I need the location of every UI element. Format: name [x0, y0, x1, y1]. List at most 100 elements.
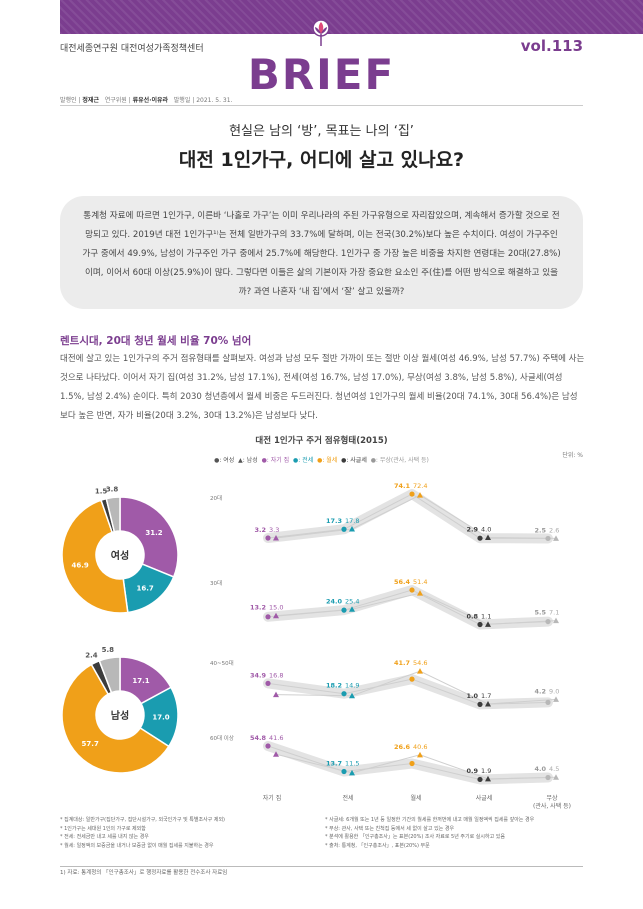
notes-left: * 집계대상: 일반가구(집단가구, 집단시설가구, 외국인가구 및 특별조사구… [60, 816, 315, 850]
legend-own: ●: 자기 집 [261, 457, 290, 464]
male-value-label: 72.4 [413, 482, 427, 490]
donut-slice [61, 663, 170, 774]
publisher: 정재근 [82, 97, 99, 104]
male-point [349, 525, 355, 532]
male-point [417, 492, 423, 498]
female-value-label: 56.4 [394, 578, 411, 586]
donut-slice [98, 656, 121, 694]
female-value-label: 34.9 [250, 671, 267, 679]
x-tick-label: (관사, 사택 등) [533, 802, 571, 810]
female-value-label: 18.2 [326, 682, 342, 690]
publisher-label: 발행인 [60, 97, 77, 104]
note: * 월세: 일정액의 보증금을 내거나 보증금 없이 매월 집세를 지불하는 경… [60, 842, 214, 849]
female-value-label: 4.2 [534, 687, 546, 695]
male-point [273, 534, 279, 541]
donut-center-label: 여성 [111, 549, 129, 562]
female-point [545, 535, 551, 542]
male-point [273, 612, 279, 619]
divider [60, 105, 583, 106]
female-point [265, 535, 271, 541]
male-point [485, 775, 491, 782]
female-point [545, 774, 551, 781]
male-value-label: 15.0 [269, 604, 283, 612]
male-value-label: 16.8 [269, 671, 283, 679]
male-value-label: 7.1 [549, 609, 559, 617]
org-name: 대전세종연구원 대전여성가족정책센터 [60, 44, 204, 54]
male-value-label: 3.3 [269, 526, 279, 534]
legend-male: ▲: 남성 [238, 457, 258, 464]
x-tick-label: 자기 집 [263, 794, 281, 802]
notes-right: * 사글세: 6개월 또는 1년 등 일정한 기간의 월세를 한꺼번에 내고 매… [325, 816, 585, 850]
legend-jeonse: ●: 전세 [293, 457, 314, 464]
chart-legend: ●: 여성 ▲: 남성 ●: 자기 집 ●: 전세 ●: 월세 ●: 사글세 ●… [0, 455, 643, 464]
note: * 출처: 통계청, 「인구총조사」, 표본(20%) 부문 [325, 842, 430, 849]
male-value-label: 2.6 [549, 526, 559, 534]
male-value-label: 1.1 [481, 612, 491, 620]
legend-free: ●: 무상(관사, 사택 등) [370, 457, 429, 464]
donut-label: 57.7 [82, 740, 99, 748]
footer-divider [60, 866, 583, 867]
male-value-label: 51.4 [413, 578, 427, 586]
footnote: 1) 자료: 통계청의 「인구총조사」로 행정자료를 활용한 전수조사 자료임 [60, 870, 228, 876]
female-point [477, 535, 483, 541]
note: * 무상: 관사, 사택 또는 친척집 등에서 세 없이 살고 있는 경우 [325, 825, 455, 832]
donut-slice [119, 496, 179, 578]
male-point [349, 692, 355, 699]
female-point [477, 776, 483, 783]
female-value-label: 0.8 [466, 612, 478, 620]
donut-center-label: 남성 [111, 709, 129, 722]
female-point [409, 760, 415, 767]
donut-label: 3.8 [106, 485, 119, 493]
male-value-label: 17.8 [345, 517, 359, 525]
female-point [545, 618, 551, 625]
male-point [417, 751, 423, 758]
x-tick-label: 무상 [546, 794, 558, 802]
male-point [553, 617, 559, 624]
female-value-label: 4.0 [534, 765, 546, 773]
female-value-label: 41.7 [394, 659, 410, 667]
x-tick-label: 월세 [410, 794, 421, 802]
male-point [553, 696, 559, 702]
legend-female: ●: 여성 [214, 457, 235, 464]
female-point [341, 691, 347, 697]
male-value-label: 9.0 [549, 687, 559, 695]
female-value-label: 2.5 [534, 526, 546, 534]
female-value-label: 1.0 [466, 692, 478, 700]
age-group-label: 40~50대 [210, 659, 234, 667]
male-point [273, 691, 279, 698]
male-value-label: 25.4 [345, 597, 359, 605]
male-point [349, 769, 355, 776]
section-body: 대전에 살고 있는 1인가구의 주거 점유형태를 살펴보자. 여성과 남성 모두… [60, 354, 585, 421]
female-value-label: 5.5 [534, 609, 546, 617]
male-point [417, 668, 423, 674]
male-point [273, 751, 279, 757]
age-group-label: 20대 [210, 494, 222, 502]
researcher-label: 연구위원 [104, 97, 127, 104]
female-value-label: 17.3 [326, 517, 342, 525]
male-value-label: 41.6 [269, 734, 283, 742]
female-value-label: 2.9 [466, 526, 478, 534]
article-title: 대전 1인가구, 어디에 살고 있나요? [178, 149, 465, 171]
donut-label: 5.8 [102, 646, 115, 654]
flower-logo-icon [312, 19, 330, 46]
female-point [341, 607, 347, 613]
age-group-label: 60대 이상 [210, 734, 234, 742]
female-value-label: 24.0 [326, 597, 343, 605]
abstract-box: 통계청 자료에 따르면 1인가구, 이른바 ‘나홀로 가구’는 이미 우리나라의… [60, 196, 583, 309]
chart-unit: 단위: % [562, 452, 583, 459]
male-value-label: 54.6 [413, 659, 427, 667]
donut-label: 1.5 [95, 488, 108, 496]
female-point [409, 587, 415, 593]
female-value-label: 26.6 [394, 743, 411, 751]
donut-label: 2.4 [85, 651, 98, 659]
female-value-label: 3.2 [254, 526, 266, 534]
male-point [349, 606, 355, 612]
male-value-label: 40.6 [413, 743, 427, 751]
male-value-label: 14.9 [345, 682, 359, 690]
male-value-label: 4.5 [549, 765, 559, 773]
female-point [477, 621, 483, 628]
male-point [485, 700, 491, 707]
age-group-label: 30대 [210, 579, 222, 587]
female-point [265, 680, 271, 686]
publish-date: 2021. 5. 31. [196, 97, 233, 104]
